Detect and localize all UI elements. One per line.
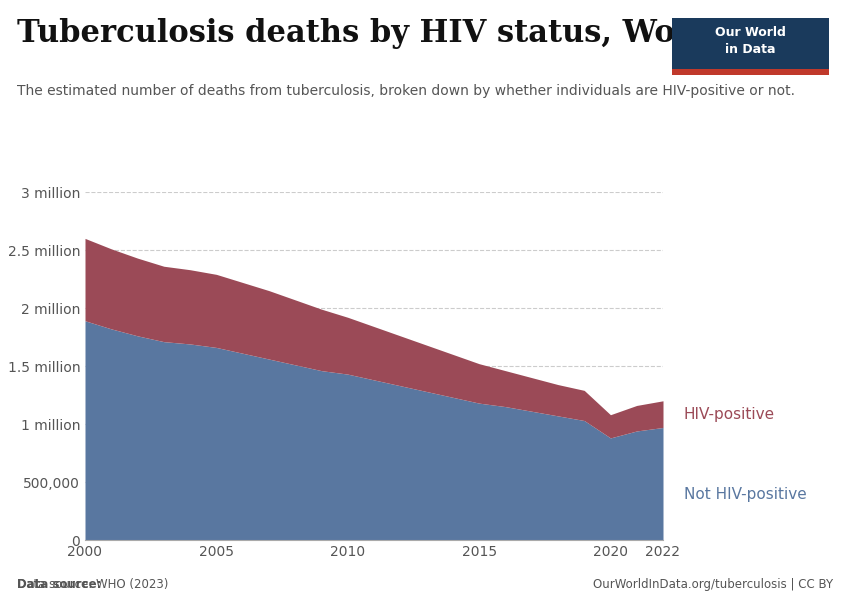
Text: Data source:: Data source: xyxy=(17,578,101,591)
Text: Tuberculosis deaths by HIV status, World: Tuberculosis deaths by HIV status, World xyxy=(17,18,723,49)
Text: The estimated number of deaths from tuberculosis, broken down by whether individ: The estimated number of deaths from tube… xyxy=(17,84,795,98)
Text: Not HIV-positive: Not HIV-positive xyxy=(684,487,807,502)
Text: Our World: Our World xyxy=(715,26,785,39)
Text: Data source: WHO (2023): Data source: WHO (2023) xyxy=(17,578,168,591)
Text: OurWorldInData.org/tuberculosis | CC BY: OurWorldInData.org/tuberculosis | CC BY xyxy=(592,578,833,591)
Text: in Data: in Data xyxy=(725,43,775,56)
Text: HIV-positive: HIV-positive xyxy=(684,407,775,422)
